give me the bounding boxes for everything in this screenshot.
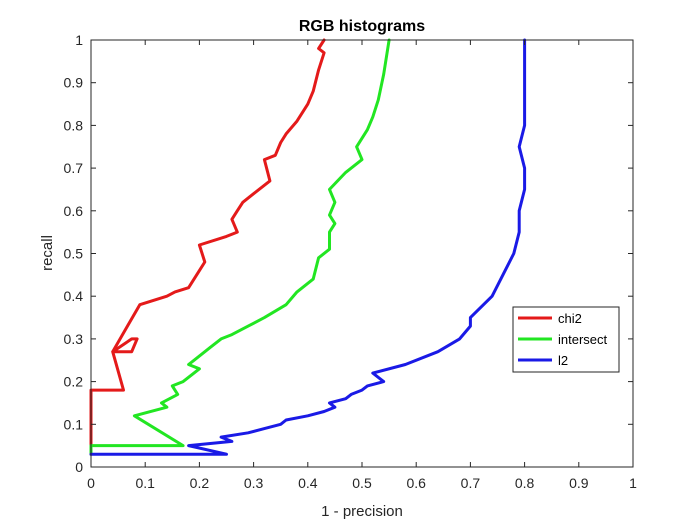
y-tick-label: 1 [75,32,83,48]
chart-title: RGB histograms [299,18,425,35]
x-tick-label: 0.1 [135,475,155,491]
x-tick-label: 1 [629,475,637,491]
x-tick-label: 0.4 [298,475,318,491]
x-tick-label: 0.8 [515,475,535,491]
legend-label-l2: l2 [558,353,568,368]
y-tick-label: 0 [75,459,83,475]
x-tick-label: 0.9 [569,475,589,491]
y-tick-label: 0.9 [64,75,84,91]
series-line-chi2 [89,38,326,456]
x-tick-label: 0.5 [352,475,372,491]
x-tick-label: 0.7 [461,475,481,491]
y-tick-label: 0.6 [64,203,84,219]
x-tick-label: 0.6 [406,475,426,491]
legend-label-chi2: chi2 [558,311,582,326]
y-axis-label: recall [39,235,56,271]
ticks-layer: 0 0.1 0.2 0.3 0.4 0.5 0.6 0.7 0.8 0.9 1 0 0.1 0.2 0.3 0… [64,32,638,491]
series-line-intersect [89,38,391,456]
plot-area [91,40,633,467]
series-layer [89,38,527,456]
y-tick-label: 0.2 [64,374,84,390]
y-tick-label: 0.3 [64,331,84,347]
y-tick-label: 0.7 [64,160,84,176]
y-tick-label: 0.1 [64,416,84,432]
x-tick-label: 0.3 [244,475,264,491]
y-tick-label: 0.4 [64,288,84,304]
legend-label-intersect: intersect [558,332,608,347]
series-line-l2 [89,38,527,456]
x-axis-label: 1 - precision [321,503,403,520]
x-tick-label: 0.2 [190,475,210,491]
x-tick-label: 0 [87,475,95,491]
y-tick-label: 0.8 [64,117,84,133]
legend: chi2 intersect l2 [512,306,620,373]
y-tick-label: 0.5 [64,246,84,262]
